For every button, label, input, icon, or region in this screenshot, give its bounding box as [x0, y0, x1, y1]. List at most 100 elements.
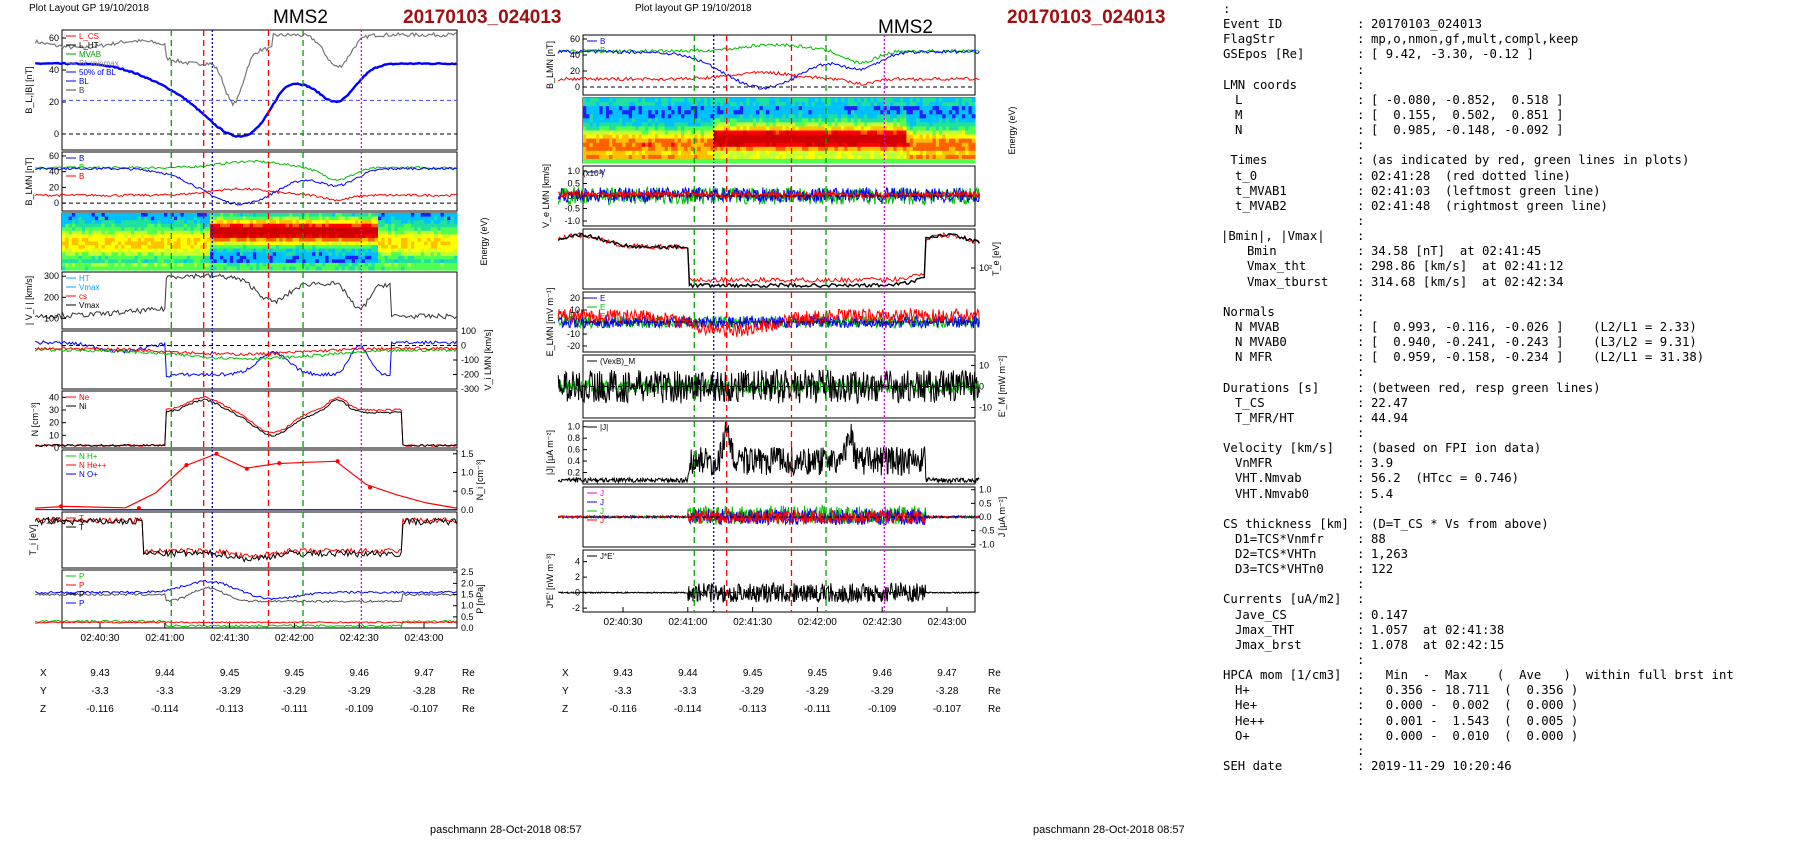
spectrogram-cell	[355, 234, 359, 239]
spectrogram-cell	[98, 227, 103, 232]
spectrogram-cell	[236, 223, 241, 228]
spectrogram-cell	[654, 102, 659, 107]
spectrogram-cell	[671, 154, 676, 160]
spectrogram-cell	[127, 248, 132, 253]
spectrogram-cell	[269, 230, 274, 235]
spectrogram-cell	[677, 98, 682, 103]
spectrogram-cell	[618, 134, 623, 140]
spectrogram-cell	[220, 223, 224, 228]
y-axis-label: T_e [eV]	[991, 242, 1001, 276]
spectrogram-cell	[707, 142, 711, 148]
spectrogram-cell	[948, 134, 953, 140]
legend-entry: N He++	[79, 461, 107, 470]
spectrogram-cell	[295, 223, 300, 228]
spectrogram-cell	[880, 130, 885, 136]
spectrogram-cell	[299, 245, 303, 250]
spectrogram-cell	[919, 134, 924, 140]
spectrogram-cell	[759, 98, 764, 103]
spectrogram-cell	[338, 262, 343, 268]
spectrogram-cell	[91, 255, 96, 260]
spectrogram-cell	[187, 216, 191, 221]
spectrogram-cell	[348, 227, 353, 232]
spectrogram-cell	[893, 134, 898, 140]
spectrogram-cell	[828, 114, 832, 119]
spectrogram-cell	[447, 223, 451, 228]
spectrogram-cell	[912, 98, 917, 103]
spectrogram-cell	[746, 118, 751, 123]
spectrogram-cell	[592, 126, 597, 132]
spectrogram-cell	[968, 134, 973, 140]
spectrogram-cell	[769, 138, 774, 144]
spectrogram-cell	[453, 213, 458, 218]
y-axis-label: V_i LMN [km/s]	[483, 329, 493, 390]
spectrogram-cell	[730, 118, 734, 123]
spectrogram-cell	[243, 234, 247, 239]
spectrogram-cell	[150, 262, 155, 268]
spectrogram-cell	[450, 259, 455, 264]
spectrogram-cell	[262, 220, 267, 225]
spectrogram-cell	[364, 216, 369, 221]
spectrogram-cell	[453, 237, 458, 243]
spectrogram-cell	[289, 262, 293, 268]
spectrogram-cell	[736, 122, 741, 128]
spectrogram-cell	[883, 154, 888, 160]
spectrogram-cell	[101, 234, 106, 239]
spectrogram-cell	[453, 241, 458, 246]
spectrogram-cell	[259, 241, 264, 246]
spectrogram-cell	[111, 252, 116, 257]
spectrogram-cell	[919, 102, 924, 107]
spectrogram-cell	[681, 110, 685, 115]
spectrogram-cell	[743, 130, 747, 136]
spectrogram-cell	[909, 138, 914, 144]
spectrogram-cell	[381, 241, 386, 246]
spectrogram-cell	[325, 266, 330, 271]
spectrogram-cell	[206, 255, 211, 260]
spectrogram-cell	[739, 118, 744, 123]
spectrogram-cell	[592, 98, 597, 103]
spectrogram-cell	[62, 213, 66, 218]
spectrogram-cell	[638, 154, 643, 160]
tick-label: -2	[572, 603, 580, 613]
spectrogram-cell	[361, 259, 366, 264]
spectrogram-cell	[772, 110, 777, 115]
spectrogram-cell	[170, 266, 175, 271]
spectrogram-cell	[700, 134, 705, 140]
spectrogram-cell	[285, 248, 290, 253]
spectrogram-cell	[167, 241, 172, 246]
spectrogram-cell	[351, 266, 356, 271]
spectrogram-cell	[154, 220, 159, 225]
spectrogram-cell	[427, 245, 432, 250]
spectrogram-cell	[193, 234, 198, 239]
spectrogram-cell	[632, 98, 636, 103]
spectrogram-cell	[935, 118, 940, 123]
spectrogram-cell	[671, 146, 676, 152]
spectrogram-cell	[233, 230, 238, 235]
spectrogram-cell	[124, 216, 129, 221]
spectrogram-cell	[124, 248, 129, 253]
spectrogram-cell	[599, 142, 604, 148]
spectrogram-cell	[592, 110, 597, 115]
spectrogram-cell	[104, 245, 109, 250]
spectrogram-cell	[707, 138, 711, 144]
spectrogram-cell	[239, 252, 244, 257]
spectrogram-cell	[805, 146, 809, 152]
spectrogram-cell	[720, 110, 725, 115]
spectrogram-cell	[220, 213, 224, 218]
spectrogram-cell	[684, 110, 689, 115]
spectrogram-cell	[121, 223, 126, 228]
spectrogram-cell	[942, 130, 947, 136]
spectrogram-cell	[609, 98, 613, 103]
x-tick-label: 02:42:00	[798, 617, 837, 628]
spectrogram-cell	[299, 234, 303, 239]
spectrogram-cell	[808, 146, 813, 152]
spectrogram-cell	[190, 230, 195, 235]
spectrogram-cell	[137, 255, 142, 260]
spectrogram-cell	[824, 154, 829, 160]
spectrogram-cell	[170, 223, 175, 228]
spectrogram-cell	[707, 146, 711, 152]
spectrogram-cell	[94, 223, 99, 228]
spectrogram-cell	[893, 106, 898, 111]
spectrogram-cell	[968, 98, 973, 103]
spectrogram-cell	[210, 266, 214, 271]
